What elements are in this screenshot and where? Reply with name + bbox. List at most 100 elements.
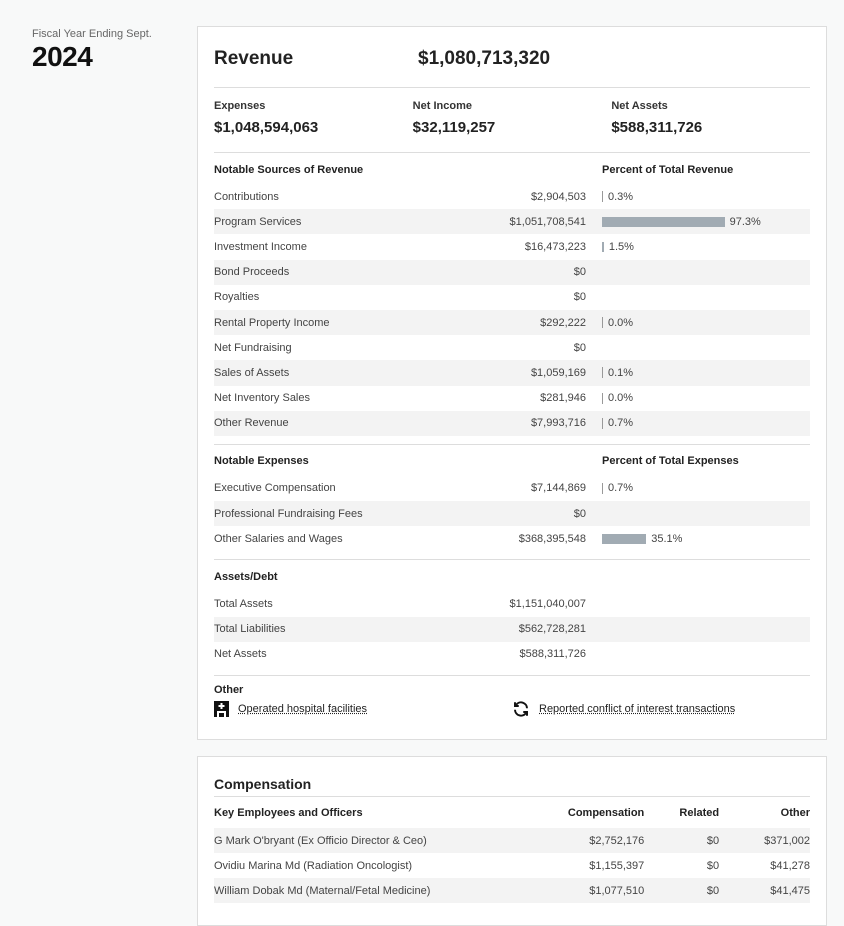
assets-table: Total Assets $1,151,040,007 Total Liabilit… bbox=[214, 591, 810, 667]
row-name: Program Services bbox=[214, 215, 302, 228]
financials-card: Revenue $1,080,713,320 Expenses $1,048,59… bbox=[197, 26, 827, 740]
row-value: $7,993,716 bbox=[530, 417, 586, 430]
row-name: Executive Compensation bbox=[214, 482, 336, 495]
table-row: Other Salaries and Wages $368,395,548 35.1… bbox=[214, 526, 810, 551]
table-row: Contributions $2,904,503 0.3% bbox=[214, 184, 810, 209]
percent-tick bbox=[602, 367, 603, 379]
table-row: Program Services $1,051,708,541 97.3% bbox=[214, 209, 810, 235]
conflict-of-interest-link[interactable]: Reported conflict of interest transactio… bbox=[512, 700, 810, 718]
percent-bar bbox=[602, 533, 647, 544]
row-percent: 1.5% bbox=[602, 241, 634, 253]
row-value: $7,144,869 bbox=[530, 482, 586, 495]
stat-value: $588,311,726 bbox=[611, 119, 703, 136]
table-row: William Dobak Md (Maternal/Fetal Medicin… bbox=[214, 878, 810, 903]
other-section: Other Operated hospital facilities Repor… bbox=[214, 676, 810, 718]
percent-label: 0.3% bbox=[608, 190, 634, 203]
fiscal-year-label: Fiscal Year Ending Sept. bbox=[32, 28, 152, 40]
refresh-icon bbox=[514, 701, 528, 717]
percent-tick bbox=[602, 482, 603, 494]
row-name: Investment Income bbox=[214, 240, 307, 253]
row-percent: 97.3% bbox=[602, 216, 761, 228]
row-value: $16,473,223 bbox=[524, 240, 586, 253]
other-value: $41,278 bbox=[770, 859, 810, 872]
percent-tick bbox=[602, 191, 603, 203]
revenue-section: Notable Sources of Revenue Percent of Tot… bbox=[214, 153, 810, 445]
row-name: Net Fundraising bbox=[214, 341, 292, 354]
revenue-value: $1,080,713,320 bbox=[418, 48, 551, 69]
row-value: $1,151,040,007 bbox=[509, 598, 586, 611]
header-related: Related bbox=[679, 806, 720, 819]
table-row: Net Inventory Sales $281,946 0.0% bbox=[214, 386, 810, 411]
row-percent: 0.0% bbox=[602, 317, 633, 329]
compensation-value: $2,752,176 bbox=[589, 834, 645, 847]
stat-label: Net Income bbox=[412, 100, 472, 112]
percent-label: 97.3% bbox=[729, 215, 761, 228]
row-name: Other Salaries and Wages bbox=[214, 532, 343, 545]
row-value: $292,222 bbox=[540, 316, 586, 329]
row-value: $588,311,726 bbox=[519, 648, 586, 661]
row-name: Net Assets bbox=[214, 648, 267, 661]
fiscal-year-value: 2024 bbox=[32, 41, 93, 72]
employee-name: William Dobak Md (Maternal/Fetal Medicin… bbox=[214, 884, 431, 897]
row-percent: 0.7% bbox=[602, 417, 633, 429]
row-name: Total Liabilities bbox=[214, 623, 286, 636]
table-row: Other Revenue $7,993,716 0.7% bbox=[214, 410, 810, 436]
percent-label: 0.0% bbox=[608, 392, 634, 405]
percent-label: 1.5% bbox=[608, 240, 634, 253]
assets-section-title: Assets/Debt bbox=[214, 570, 278, 583]
header-other: Other bbox=[780, 806, 810, 819]
row-value: $2,904,503 bbox=[530, 190, 586, 203]
stat-expenses: Expenses $1,048,594,063 bbox=[214, 100, 413, 152]
header-compensation: Compensation bbox=[567, 806, 645, 819]
row-percent: 0.7% bbox=[602, 482, 633, 494]
percent-tick bbox=[602, 417, 603, 429]
row-value: $281,946 bbox=[540, 392, 586, 405]
row-percent: 0.1% bbox=[602, 367, 633, 379]
other-value: $371,002 bbox=[764, 834, 810, 847]
percent-tick bbox=[602, 392, 603, 404]
table-row: Professional Fundraising Fees $0 bbox=[214, 501, 810, 527]
row-name: Contributions bbox=[214, 190, 279, 203]
related-value: $0 bbox=[706, 859, 720, 872]
stat-net-assets: Net Assets $588,311,726 bbox=[611, 100, 810, 152]
row-name: Net Inventory Sales bbox=[214, 392, 310, 405]
compensation-title: Compensation bbox=[214, 757, 810, 797]
percent-label: 0.7% bbox=[608, 417, 634, 430]
row-name: Rental Property Income bbox=[214, 316, 330, 329]
row-value: $562,728,281 bbox=[518, 623, 586, 636]
other-title: Other bbox=[214, 684, 244, 696]
row-percent: 0.0% bbox=[602, 392, 633, 404]
link-label[interactable]: Operated hospital facilities bbox=[238, 703, 368, 715]
compensation-value: $1,077,510 bbox=[589, 884, 645, 897]
stat-value: $32,119,257 bbox=[412, 119, 496, 136]
row-value: $0 bbox=[573, 291, 586, 304]
table-row: G Mark O'bryant (Ex Officio Director & C… bbox=[214, 828, 810, 853]
related-value: $0 bbox=[706, 834, 720, 847]
stat-net-income: Net Income $32,119,257 bbox=[413, 100, 612, 152]
stat-label: Net Assets bbox=[611, 100, 668, 112]
operated-hospital-facilities-link[interactable]: Operated hospital facilities bbox=[214, 700, 512, 718]
row-name: Professional Fundraising Fees bbox=[214, 507, 363, 520]
row-name: Total Assets bbox=[214, 598, 273, 611]
table-row: Net Fundraising $0 bbox=[214, 335, 810, 360]
percent-bar bbox=[602, 216, 725, 227]
row-value: $368,395,548 bbox=[518, 532, 586, 545]
row-value: $1,051,708,541 bbox=[509, 215, 586, 228]
table-row: Bond Proceeds $0 bbox=[214, 259, 810, 285]
link-label[interactable]: Reported conflict of interest transactio… bbox=[539, 703, 736, 715]
percent-bar bbox=[602, 241, 604, 252]
revenue-summary: Revenue $1,080,713,320 bbox=[214, 27, 810, 88]
row-percent: 35.1% bbox=[602, 533, 682, 545]
percent-label: 35.1% bbox=[651, 532, 683, 545]
revenue-section-title: Notable Sources of Revenue bbox=[214, 163, 364, 176]
assets-section: Assets/Debt Total Assets $1,151,040,007 To… bbox=[214, 560, 810, 676]
revenue-pct-title: Percent of Total Revenue bbox=[602, 163, 734, 176]
compensation-table-header: Key Employees and Officers Compensation … bbox=[214, 797, 810, 828]
table-row: Total Liabilities $562,728,281 bbox=[214, 616, 810, 642]
percent-label: 0.1% bbox=[608, 366, 634, 379]
table-row: Royalties $0 bbox=[214, 285, 810, 310]
compensation-table: G Mark O'bryant (Ex Officio Director & C… bbox=[214, 828, 810, 903]
employee-name: Ovidiu Marina Md (Radiation Oncologist) bbox=[214, 859, 413, 872]
row-value: $0 bbox=[573, 266, 586, 279]
table-row: Executive Compensation $7,144,869 0.7% bbox=[214, 476, 810, 501]
